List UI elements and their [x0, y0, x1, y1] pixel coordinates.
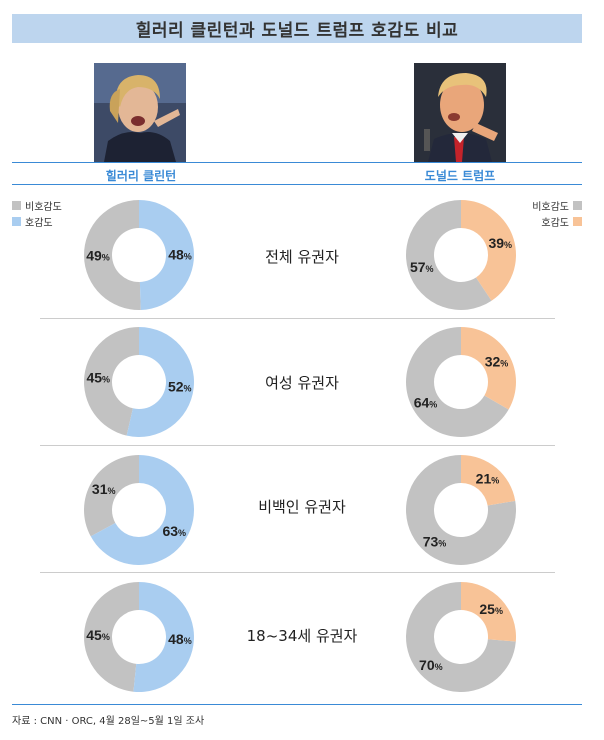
source-note: 자료 : CNN · ORC, 4월 28일~5월 1일 조사: [12, 716, 205, 727]
donut-slice-favorable: [139, 200, 194, 310]
category-label-young: 18~34세 유권자: [246, 627, 358, 645]
header-line-bottom: [12, 184, 582, 185]
clinton-name: 힐러리 클린턴: [105, 169, 177, 183]
trump-photo: [414, 63, 506, 162]
label-favorable: 32%: [485, 354, 509, 370]
label-favorable: 21%: [476, 471, 500, 487]
legend-left: 비호감도 호감도: [12, 197, 62, 229]
trump-photo-image: [414, 63, 506, 162]
legend-label: 비호감도: [532, 201, 569, 213]
label-unfavorable: 31%: [92, 481, 116, 497]
label-favorable: 48%: [168, 631, 192, 647]
category-label-all: 전체 유권자: [265, 248, 339, 266]
legend-label: 비호감도: [25, 201, 62, 213]
legend-swatch: [573, 216, 582, 226]
chart-title: 힐러리 클린턴과 도널드 트럼프 호감도 비교: [135, 21, 459, 41]
donut-slice-favorable: [461, 582, 516, 642]
donut-slice-favorable: [133, 582, 194, 692]
label-unfavorable: 73%: [423, 533, 447, 549]
row-separator: [40, 318, 555, 319]
category-label-nonwhite: 비백인 유권자: [258, 498, 346, 516]
label-favorable: 52%: [168, 379, 192, 395]
label-unfavorable: 45%: [86, 369, 110, 385]
row-separator: [40, 445, 555, 446]
label-unfavorable: 49%: [86, 248, 110, 264]
clinton-photo-image: [94, 63, 186, 162]
legend-left-item-favorable: 호감도: [12, 213, 62, 229]
legend-swatch: [12, 200, 21, 210]
header-line-top: [12, 162, 582, 163]
donut-slice-unfavorable: [83, 455, 139, 537]
donut-slice-unfavorable: [83, 582, 139, 692]
label-favorable: 63%: [162, 523, 186, 539]
label-favorable: 48%: [168, 246, 192, 262]
donut-slice-favorable: [126, 327, 194, 438]
legend-swatch: [573, 200, 582, 210]
label-unfavorable: 70%: [419, 657, 443, 673]
donut-slice-unfavorable: [406, 200, 492, 310]
legend-label: 호감도: [541, 217, 569, 229]
footer-line: [12, 704, 582, 705]
clinton-photo: [94, 63, 186, 162]
label-unfavorable: 64%: [414, 395, 438, 411]
donut-slice-unfavorable: [83, 200, 141, 311]
legend-right: 비호감도 호감도: [520, 197, 582, 229]
donut-slice-unfavorable: [406, 455, 516, 565]
label-favorable: 25%: [479, 601, 503, 617]
legend-right-item-favorable: 호감도: [520, 213, 582, 229]
legend-label: 호감도: [25, 217, 53, 229]
legend-right-item-unfavorable: 비호감도: [520, 197, 582, 213]
category-label-women: 여성 유권자: [265, 374, 339, 392]
donut-slice-favorable: [461, 455, 516, 506]
legend-left-item-unfavorable: 비호감도: [12, 197, 62, 213]
label-unfavorable: 57%: [410, 259, 434, 275]
title-bar: 힐러리 클린턴과 도널드 트럼프 호감도 비교: [12, 14, 582, 43]
donut-slice-unfavorable: [405, 582, 516, 692]
label-unfavorable: 45%: [86, 627, 110, 643]
label-favorable: 39%: [488, 235, 512, 251]
donut-slice-favorable: [90, 455, 194, 565]
legend-swatch: [12, 216, 21, 226]
donut-slice-favorable: [461, 327, 516, 410]
donut-slice-unfavorable: [406, 327, 509, 437]
trump-name: 도널드 트럼프: [424, 169, 496, 183]
row-separator: [40, 572, 555, 573]
donut-slice-unfavorable: [83, 327, 139, 436]
donut-slice-favorable: [461, 200, 516, 301]
